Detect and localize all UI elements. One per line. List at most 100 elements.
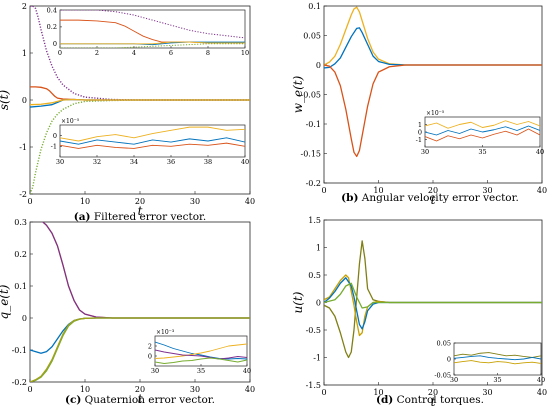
panel-b-xtick-label: 0 [321,186,326,195]
panel-d-inset-0-series-group [454,352,541,365]
panel-b-ytick-label: 0.1 [308,2,321,11]
panel-b-series-line-1 [324,27,542,69]
panel-a-inset-0-xtick-label: 0 [58,49,62,57]
panel-b-inset-0-series-line-1 [425,125,540,136]
panel-a-series-line-0 [30,6,250,101]
panel-c-ytick-label: -0.1 [12,346,27,355]
panel-c-inset-0-series-line-0 [155,341,247,360]
panel-a-inset-0-ytick-label: 0.2 [47,23,57,31]
panel-a-inset-0-xtick-label: 4 [132,49,136,57]
panel-b-inset-0-ytick-label: 1 [418,121,422,129]
panel-c-caption-letter: (c) [65,394,81,406]
panel-b-xtick-label: 20 [428,186,438,195]
panel-b-inset-0: 30 35 40 -101 ×10⁻⁵ [416,110,544,156]
panel-a-xtick-label: 30 [190,197,200,206]
panel-c-ytick-label: 0.2 [14,250,27,259]
panel-c-caption: (c) Quaternion error vector. [65,394,215,406]
panel-a-xlabel: t [138,204,143,218]
panel-b-inset-0-xtick-label: 40 [536,148,544,156]
panel-a-inset-1-xtick-label: 36 [167,158,175,166]
panel-a-caption-text: Filtered error vector. [90,211,206,223]
panel-c-inset-0-xtick-label: 40 [243,367,251,375]
panel-b-ytick-label: -0.2 [306,179,321,188]
panel-a-inset-1-series-line-0 [60,126,245,142]
panel-b-inset-0-series-line-2 [425,128,540,142]
panel-a-inset-1-series-line-2 [60,142,245,149]
panel-d-xtick-label: 40 [537,388,547,397]
panel-a-inset-1: 30 32 34 36 38 40 -1 0 ×10⁻⁵ [51,118,249,166]
panel-c-xtick-label: 40 [245,385,255,394]
panel-a-inset-0-series-line-0 [60,10,245,39]
panel-a-ytick-label: 0 [22,96,27,105]
panel-a-inset-1-xtick-label: 34 [130,158,138,166]
panel-d-xtick-label: 20 [428,388,438,397]
panel-a-inset-0: 0 2 4 6 8 10 0 0.2 0.4 [47,6,249,57]
panel-a-inset-1-xtick-label: 32 [93,158,101,166]
panel-d-inset-0-series-line-2 [454,360,541,365]
panel-b-xlabel: t [431,193,436,207]
panel-a-ylabel: s(t) [0,90,11,111]
panel-b-inset-0-series-line-0 [425,120,540,129]
panel-c-xtick-label: 10 [80,385,90,394]
panel-b-xtick-label: 30 [482,186,492,195]
panel-b: 0 10 20 30 40-0.2-0.15-0.1-0.0500.050.1tw_e(… [291,2,547,207]
panel-d-xtick-label: 0 [321,388,326,397]
panel-a-inset-0-xtick-label: 8 [206,49,210,57]
panel-c-ytick-label: 0 [22,314,27,323]
panel-c-inset-0-magnitude: ×10⁻³ [156,329,175,336]
panel-a-ytick-label: -2 [19,190,27,199]
panel-a-inset-1-xtick-label: 40 [241,158,249,166]
panel-d-ylabel: u(t) [291,291,305,313]
panel-a-inset-0-series-group [60,10,245,48]
panel-a-xtick-label: 40 [245,197,255,206]
panel-d-series-line-3 [324,282,542,309]
panel-d-inset-0: 30 35 40 -0.05 0 0.05 [434,339,545,384]
panel-d: 0 10 20 30 40-1.5-1-0.500.511.5tu(t)30 35 40-0… [291,216,547,409]
panel-d-ytick-label: 1 [316,243,321,252]
panel-c-inset-0-xtick-label: 30 [151,367,159,375]
panel-a-inset-1-ytick-label: 0 [53,132,57,140]
panel-d-inset-0-xtick-label: 30 [450,376,458,384]
panel-a-xtick-label: 10 [80,197,90,206]
panel-a-ytick-label: -1 [19,143,27,152]
panel-d-ytick-label: -1.5 [306,381,321,390]
panel-a-inset-1-series-line-1 [60,137,245,145]
panel-c-inset-0-series-line-1 [155,343,247,359]
panel-c-series-group [30,222,250,382]
panel-a-inset-1-magnitude: ×10⁻⁵ [61,118,80,125]
panel-b-inset-0-magnitude: ×10⁻⁵ [426,110,445,117]
panel-b-caption: (b) Angular velocity error vector. [341,192,519,204]
panel-b-ytick-label: 0.05 [303,31,321,40]
panel-c-xtick-label: 0 [27,385,32,394]
panel-a-inset-0-series-line-3 [60,41,245,45]
panel-a-inset-0-xtick-label: 6 [169,49,173,57]
panel-a-inset-0-xtick-label: 2 [95,49,99,57]
panel-b-inset-0-ytick-label: -1 [416,136,422,144]
panel-d-inset-0-frame [453,342,542,376]
panel-b-xtick-label: 10 [373,186,383,195]
panel-a-inset-0-series-line-4 [60,43,245,48]
panel-b-ytick-label: -0.05 [300,90,321,99]
panel-a-inset-1-xtick-label: 30 [56,158,64,166]
panel-c-ytick-label: 0.3 [14,218,27,227]
panel-b-ylabel: w_e(t) [291,75,305,113]
panel-b-inset-0-ytick-label: 0 [418,128,422,136]
panel-b-caption-text: Angular velocity error vector. [358,192,518,204]
panel-b-inset-0-xtick-label: 30 [421,148,429,156]
panel-d-inset-0-ytick-label: -0.05 [434,371,451,379]
panel-b-ytick-label: 0 [316,61,321,70]
panel-b-series-line-2 [324,64,542,158]
panel-d-caption-text: Control torques. [393,394,484,406]
panel-d-xlabel: t [431,395,436,409]
panel-c: 0 10 20 30 40-0.2-0.100.10.20.3tq_e(t)30 35 40… [0,218,255,406]
panel-a-inset-1-series-group [60,126,245,149]
panel-b-inset-0-series-group [425,120,540,142]
panel-c-ytick-label: -0.2 [12,378,27,387]
panel-d-caption: (d) Control torques. [376,394,484,406]
panel-c-ytick-label: 0.1 [14,282,27,291]
panel-b-xtick-label: 40 [537,186,547,195]
panel-c-caption-text: Quaternion error vector. [81,394,215,406]
panel-d-xtick-label: 30 [482,388,492,397]
panel-b-ytick-label: -0.15 [300,149,321,158]
